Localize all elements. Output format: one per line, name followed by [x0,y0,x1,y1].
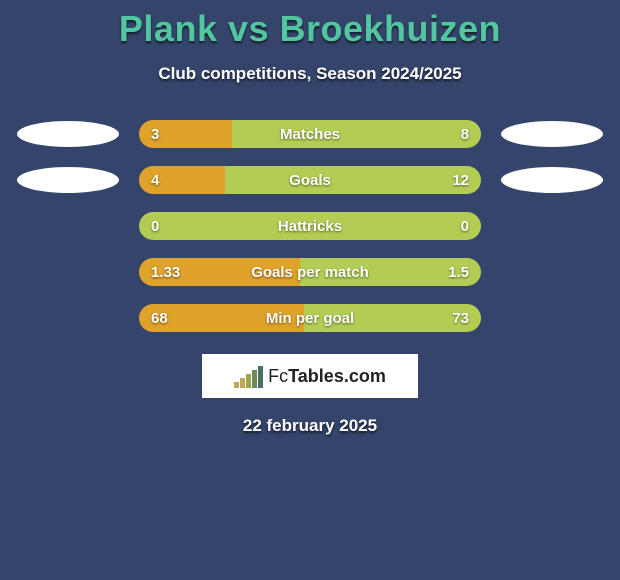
stat-bar: Goals per match1.33 1.5 [139,258,481,286]
stat-value-left: 1.33 [151,258,180,286]
stat-value-right: 73 [452,304,469,332]
stat-row: Min per goal68 73 [0,304,620,332]
player1-badge [17,167,119,193]
stat-value-left: 3 [151,120,159,148]
fctables-logo[interactable]: FcTables.com [202,354,418,398]
stat-value-right: 1.5 [448,258,469,286]
bar-chart-icon [234,364,264,388]
stat-label: Hattricks [139,212,481,240]
stat-value-left: 4 [151,166,159,194]
stat-label: Matches [139,120,481,148]
stat-bar: Hattricks0 0 [139,212,481,240]
date-label: 22 february 2025 [0,416,620,436]
page-title: Plank vs Broekhuizen [0,0,620,50]
stat-bar: Matches3 8 [139,120,481,148]
stat-bar: Goals4 12 [139,166,481,194]
player2-badge [501,167,603,193]
stat-value-left: 68 [151,304,168,332]
player2-badge [501,121,603,147]
stat-bar: Min per goal68 73 [139,304,481,332]
stat-row: Hattricks0 0 [0,212,620,240]
logo-text: FcTables.com [268,366,386,387]
stat-row: Goals per match1.33 1.5 [0,258,620,286]
stat-label: Min per goal [139,304,481,332]
stat-value-right: 12 [452,166,469,194]
stat-label: Goals [139,166,481,194]
stat-value-right: 8 [461,120,469,148]
stat-row: Goals4 12 [0,166,620,194]
subtitle: Club competitions, Season 2024/2025 [0,64,620,84]
player1-badge [17,121,119,147]
stat-value-left: 0 [151,212,159,240]
stat-label: Goals per match [139,258,481,286]
comparison-widget: Plank vs Broekhuizen Club competitions, … [0,0,620,580]
stats-list: Matches3 8 Goals4 12 Hattricks0 0 Goals per ma… [0,120,620,332]
stat-value-right: 0 [461,212,469,240]
stat-row: Matches3 8 [0,120,620,148]
